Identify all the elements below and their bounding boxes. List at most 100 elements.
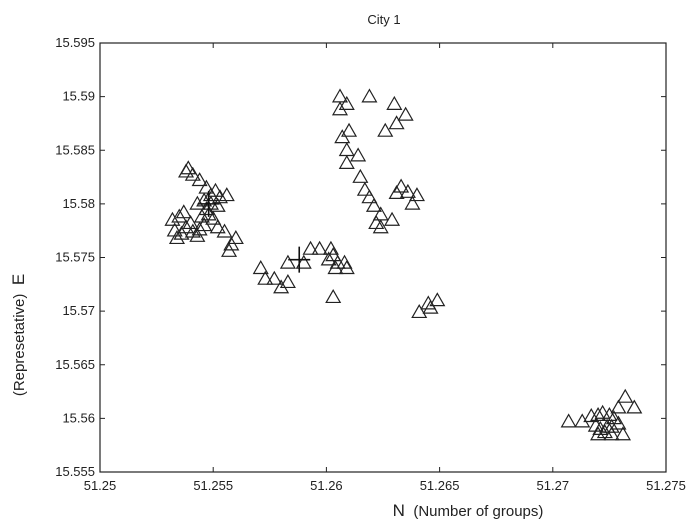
plot-area-frame — [99, 42, 667, 473]
x-tick-label: 51.255 — [193, 478, 233, 493]
data-point-triangle — [211, 189, 229, 204]
data-point-triangle — [420, 295, 437, 310]
y-axis-label-main: E — [9, 274, 28, 285]
data-point-triangle — [399, 183, 416, 198]
data-point-triangle — [180, 160, 197, 175]
data-point-triangle — [325, 247, 342, 262]
data-point-triangle — [408, 187, 425, 202]
data-point-triangle — [334, 129, 351, 144]
chart-title: City 1 — [367, 12, 400, 27]
data-point-triangle — [626, 399, 643, 414]
data-point-triangle — [583, 408, 600, 423]
data-point-triangle — [422, 299, 439, 314]
data-point-triangle — [594, 404, 611, 419]
data-point-triangle — [338, 154, 355, 169]
x-axis-ticks: 51.25 51.255 51.26 51.265 51.27 51.275 — [84, 43, 686, 493]
data-point-triangle — [196, 192, 213, 207]
data-point-triangle — [386, 95, 403, 110]
data-point-triangle — [590, 426, 607, 441]
centroid-cross — [197, 190, 220, 217]
y-axis-ticks: 15.555 15.56 15.565 15.57 15.575 15.58 15.585 1… — [55, 35, 666, 479]
data-point-triangle — [191, 172, 208, 187]
data-point-triangle — [365, 197, 382, 212]
x-tick-label: 51.27 — [537, 478, 570, 493]
x-axis-label-main: N — [393, 501, 405, 520]
y-tick-label: 15.57 — [62, 303, 95, 318]
data-point-triangle — [164, 211, 181, 226]
data-point-triangle — [372, 219, 389, 234]
y-tick-label: 15.595 — [55, 35, 95, 50]
data-point-triangle — [610, 399, 627, 414]
data-point-triangle — [202, 187, 219, 202]
data-points — [164, 88, 643, 441]
data-point-triangle — [177, 219, 195, 234]
centroid-cross — [288, 246, 311, 273]
data-point-triangle — [175, 204, 192, 219]
data-point-triangle — [393, 178, 410, 193]
centroid-markers — [197, 190, 311, 273]
data-point-triangle — [279, 254, 296, 269]
y-tick-label: 15.56 — [62, 410, 95, 425]
data-point-triangle — [209, 197, 226, 212]
y-tick-label: 15.555 — [55, 464, 95, 479]
data-point-triangle — [221, 242, 238, 257]
data-point-triangle — [397, 106, 414, 121]
data-point-triangle — [603, 426, 620, 441]
data-point-triangle — [198, 201, 215, 216]
data-point-triangle — [227, 229, 244, 245]
data-point-triangle — [596, 424, 613, 439]
data-point-triangle — [257, 270, 274, 285]
data-point-triangle — [198, 179, 215, 194]
data-point-triangle — [191, 221, 208, 236]
data-point-triangle — [404, 195, 421, 210]
data-point-triangle — [279, 273, 296, 289]
data-point-triangle — [617, 388, 634, 403]
data-point-triangle — [295, 254, 312, 269]
data-point-triangle — [350, 147, 367, 162]
data-point-triangle — [361, 189, 378, 204]
x-tick-label: 51.265 — [420, 478, 460, 493]
data-point-triangle — [560, 413, 577, 428]
x-tick-label: 51.275 — [646, 478, 686, 493]
data-point-triangle — [356, 181, 373, 196]
data-point-triangle — [590, 406, 607, 422]
data-point-triangle — [361, 88, 378, 103]
y-tick-label: 15.585 — [55, 142, 95, 157]
x-tick-label: 51.25 — [84, 478, 117, 493]
y-axis-label-sub: (Represetative) — [11, 294, 28, 397]
x-axis-label-sub: (Number of groups) — [413, 503, 543, 520]
y-tick-label: 15.565 — [55, 357, 95, 372]
data-point-triangle — [273, 279, 290, 294]
data-point-triangle — [429, 292, 446, 307]
data-point-triangle — [252, 260, 269, 275]
data-point-triangle — [384, 211, 401, 226]
data-point-triangle — [266, 270, 283, 285]
data-point-triangle — [338, 142, 355, 157]
data-point-triangle — [352, 168, 369, 183]
data-point-triangle — [325, 288, 342, 304]
x-tick-label: 51.26 — [310, 478, 343, 493]
data-point-triangle — [331, 101, 349, 116]
x-axis-label: N (Number of groups) — [393, 501, 544, 520]
data-point-triangle — [388, 184, 405, 199]
y-axis-label: (Represetative) E — [9, 274, 28, 396]
data-point-triangle — [338, 95, 355, 110]
data-point-triangle — [205, 210, 222, 225]
data-point-triangle — [574, 413, 591, 428]
data-point-triangle — [168, 229, 186, 245]
data-point-triangle — [311, 240, 328, 255]
data-point-triangle — [209, 219, 226, 234]
data-point-triangle — [327, 260, 344, 275]
data-point-triangle — [218, 187, 235, 202]
y-tick-label: 15.575 — [55, 250, 95, 265]
data-point-triangle — [216, 223, 233, 238]
data-point-triangle — [388, 115, 405, 130]
data-point-triangle — [193, 208, 210, 223]
data-point-triangle — [171, 208, 188, 223]
data-point-triangle — [338, 260, 355, 275]
y-tick-label: 15.59 — [62, 89, 95, 104]
data-point-triangle — [336, 254, 353, 269]
data-point-triangle — [610, 415, 627, 430]
data-point-triangle — [599, 418, 616, 433]
